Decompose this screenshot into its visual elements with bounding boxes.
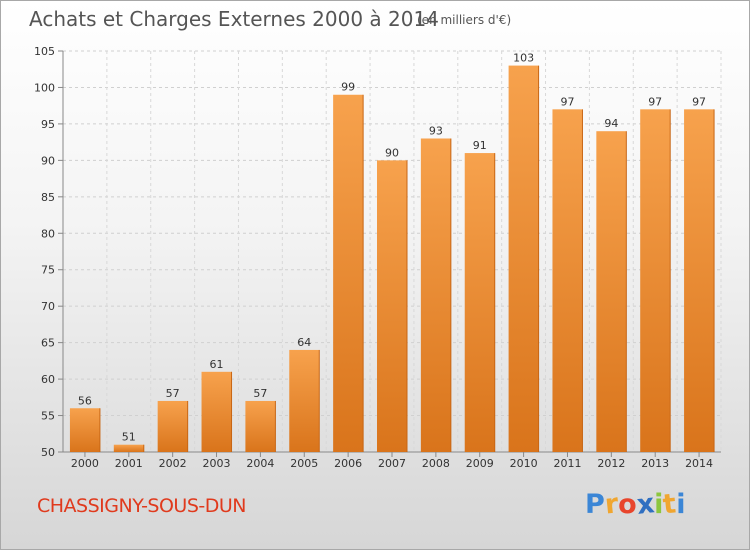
- data-label: 57: [253, 387, 267, 400]
- data-label: 91: [473, 139, 487, 152]
- bar: [201, 371, 232, 452]
- bar: [596, 131, 627, 452]
- data-label: 94: [604, 117, 618, 130]
- logo-letter: r: [603, 488, 620, 521]
- bar: [157, 400, 188, 452]
- logo-letter: o: [618, 489, 637, 520]
- y-tick-label: 75: [41, 264, 55, 277]
- data-label: 97: [560, 95, 574, 108]
- y-tick-label: 100: [34, 81, 55, 94]
- y-tick-label: 95: [41, 118, 55, 131]
- x-tick-label: 2006: [334, 457, 362, 470]
- data-label: 51: [122, 431, 136, 444]
- x-tick-label: 2004: [246, 457, 274, 470]
- x-tick-label: 2000: [71, 457, 99, 470]
- bar: [69, 408, 100, 452]
- data-label: 64: [297, 336, 311, 349]
- chart-title: Achats et Charges Externes 2000 à 2014: [29, 7, 439, 31]
- bar: [377, 160, 407, 452]
- logo-letter: x: [635, 488, 656, 521]
- data-label: 61: [210, 358, 224, 371]
- y-tick-label: 55: [41, 410, 55, 423]
- bar: [640, 109, 671, 452]
- y-tick-label: 90: [41, 154, 55, 167]
- data-label: 56: [78, 394, 92, 407]
- bar: [333, 94, 364, 452]
- y-tick-label: 85: [41, 191, 55, 204]
- chart-unit: (en milliers d'€): [417, 13, 512, 27]
- logo-letter: P: [585, 489, 605, 520]
- data-label: 99: [341, 81, 355, 94]
- x-tick-label: 2009: [466, 457, 494, 470]
- bars: [69, 65, 715, 452]
- labels: 50 55 60 65 70 75 80 85 90 95 100 105 56 2000 51 2001 57…: [34, 45, 713, 470]
- y-tick-label: 50: [41, 446, 55, 459]
- y-tick-label: 105: [34, 45, 55, 58]
- y-tick-label: 60: [41, 373, 55, 386]
- x-tick-label: 2013: [641, 457, 669, 470]
- y-tick-label: 80: [41, 227, 55, 240]
- x-tick-label: 2002: [159, 457, 187, 470]
- y-tick-label: 65: [41, 337, 55, 350]
- x-tick-label: 2012: [597, 457, 625, 470]
- data-label: 97: [692, 95, 706, 108]
- bar: [420, 138, 451, 452]
- x-tick-label: 2010: [510, 457, 538, 470]
- proxiti-logo[interactable]: Proxiti: [585, 488, 686, 521]
- commune-name: CHASSIGNY-SOUS-DUN: [37, 495, 247, 517]
- bar: [289, 349, 320, 452]
- x-tick-label: 2007: [378, 457, 406, 470]
- data-label: 97: [648, 95, 662, 108]
- data-label: 103: [513, 52, 534, 65]
- x-tick-label: 2001: [115, 457, 143, 470]
- data-label: 93: [429, 124, 443, 137]
- logo-letter: i: [676, 489, 686, 520]
- bar: [113, 444, 144, 452]
- x-tick-label: 2008: [422, 457, 450, 470]
- x-tick-label: 2014: [685, 457, 713, 470]
- data-label: 57: [166, 387, 180, 400]
- x-tick-label: 2005: [290, 457, 318, 470]
- bar: [508, 65, 539, 452]
- y-tick-label: 70: [41, 300, 55, 313]
- bar: [552, 109, 583, 452]
- logo-letter: i: [654, 489, 664, 520]
- bar: [464, 153, 495, 452]
- bar: [245, 400, 276, 452]
- bar: [684, 109, 715, 452]
- x-tick-label: 2011: [553, 457, 581, 470]
- x-tick-label: 2003: [203, 457, 231, 470]
- data-label: 90: [385, 146, 399, 159]
